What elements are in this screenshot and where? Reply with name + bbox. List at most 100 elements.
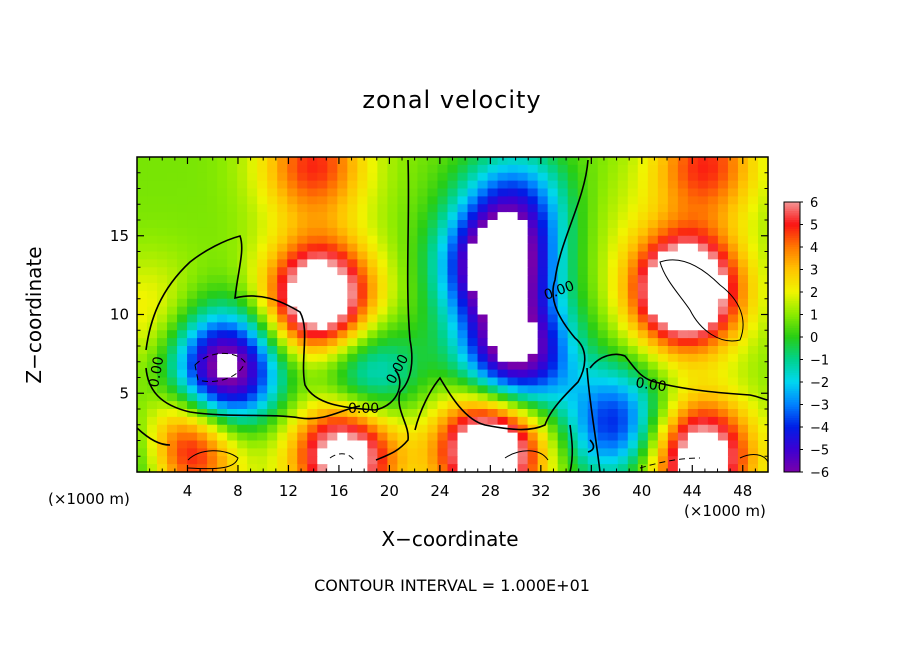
field-cell bbox=[657, 283, 669, 292]
field-cell bbox=[277, 157, 288, 166]
field-cell bbox=[447, 464, 459, 473]
field-cell bbox=[477, 361, 489, 371]
field-cell bbox=[347, 227, 358, 237]
colorbar-tick-label: −3 bbox=[810, 399, 829, 414]
field-cell bbox=[577, 416, 589, 426]
field-cell bbox=[147, 180, 158, 190]
field-cell bbox=[517, 393, 529, 402]
field-cell bbox=[347, 290, 358, 300]
field-cell bbox=[527, 204, 539, 213]
field-cell bbox=[177, 448, 188, 457]
field-cell bbox=[697, 361, 709, 371]
field-cell bbox=[297, 227, 308, 237]
field-cell bbox=[417, 298, 429, 308]
field-cell bbox=[247, 172, 258, 182]
colorbar-swatch bbox=[784, 334, 800, 338]
field-cell bbox=[447, 196, 459, 205]
field-cell bbox=[307, 259, 318, 268]
field-cell bbox=[447, 361, 459, 371]
field-cell bbox=[427, 456, 439, 465]
field-cell bbox=[357, 330, 368, 339]
colorbar-swatch bbox=[784, 325, 800, 329]
field-cell bbox=[617, 440, 629, 449]
field-cell bbox=[647, 322, 659, 331]
field-cell bbox=[297, 361, 308, 371]
field-cell bbox=[517, 196, 529, 205]
field-cell bbox=[647, 424, 659, 434]
field-cell bbox=[267, 180, 278, 190]
inner-contour-line bbox=[187, 450, 239, 470]
field-cell bbox=[757, 259, 769, 268]
field-cell bbox=[407, 322, 419, 331]
field-cell bbox=[537, 275, 549, 284]
field-cell bbox=[537, 424, 549, 434]
field-cell bbox=[577, 456, 589, 465]
field-cell bbox=[327, 440, 338, 449]
colorbar-swatch bbox=[784, 233, 800, 237]
field-cell bbox=[637, 338, 649, 347]
field-cell bbox=[197, 432, 208, 442]
field-cell bbox=[287, 164, 298, 174]
field-cell bbox=[137, 393, 148, 402]
field-cell bbox=[587, 330, 599, 339]
field-cell bbox=[427, 432, 439, 442]
field-cell bbox=[627, 235, 639, 245]
field-cell bbox=[187, 322, 198, 331]
field-cell bbox=[497, 188, 509, 197]
field-cell bbox=[287, 330, 298, 339]
field-cell bbox=[367, 290, 378, 300]
colorbar-swatch bbox=[784, 269, 800, 273]
field-cell bbox=[297, 393, 308, 402]
field-cell bbox=[167, 227, 178, 237]
colorbar-swatch bbox=[784, 445, 800, 448]
field-cell bbox=[457, 448, 469, 457]
field-cell bbox=[307, 353, 318, 363]
field-cell bbox=[387, 409, 399, 418]
field-cell bbox=[737, 259, 749, 268]
colorbar-tick-label: 0 bbox=[810, 331, 818, 346]
field-cell bbox=[567, 164, 579, 174]
field-cell bbox=[497, 330, 509, 339]
field-cell bbox=[147, 306, 158, 316]
field-cell bbox=[637, 409, 649, 418]
field-cell bbox=[387, 283, 399, 292]
field-cell bbox=[177, 385, 188, 394]
field-cell bbox=[267, 212, 278, 221]
field-cell bbox=[457, 377, 469, 386]
field-cell bbox=[187, 353, 198, 363]
field-cell bbox=[257, 440, 268, 449]
field-cell bbox=[437, 196, 449, 205]
field-cell bbox=[697, 377, 709, 386]
field-cell bbox=[207, 353, 218, 363]
field-cell bbox=[227, 212, 238, 221]
field-cell bbox=[377, 172, 388, 182]
field-cell bbox=[297, 298, 308, 308]
field-cell bbox=[247, 338, 258, 347]
field-cell bbox=[217, 227, 228, 237]
field-cell bbox=[717, 275, 729, 284]
field-cell bbox=[257, 409, 268, 418]
field-cell bbox=[407, 353, 419, 363]
field-cell bbox=[297, 235, 308, 245]
field-cell bbox=[607, 235, 619, 245]
field-cell bbox=[757, 424, 769, 434]
field-cell bbox=[557, 212, 569, 221]
field-cell bbox=[327, 188, 338, 197]
field-cell bbox=[417, 306, 429, 316]
field-cell bbox=[597, 212, 609, 221]
field-cell bbox=[707, 235, 719, 245]
field-cell bbox=[637, 346, 649, 355]
field-cell bbox=[637, 180, 649, 190]
field-cell bbox=[707, 157, 719, 166]
field-cell bbox=[667, 385, 679, 394]
field-cell bbox=[657, 212, 669, 221]
field-cell bbox=[547, 180, 559, 190]
field-cell bbox=[187, 243, 198, 253]
field-cell bbox=[687, 196, 699, 205]
field-cell bbox=[507, 157, 519, 166]
field-cell bbox=[267, 251, 278, 260]
field-cell bbox=[597, 409, 609, 418]
field-cell bbox=[737, 251, 749, 260]
field-cell bbox=[157, 377, 168, 386]
field-cell bbox=[277, 424, 288, 434]
